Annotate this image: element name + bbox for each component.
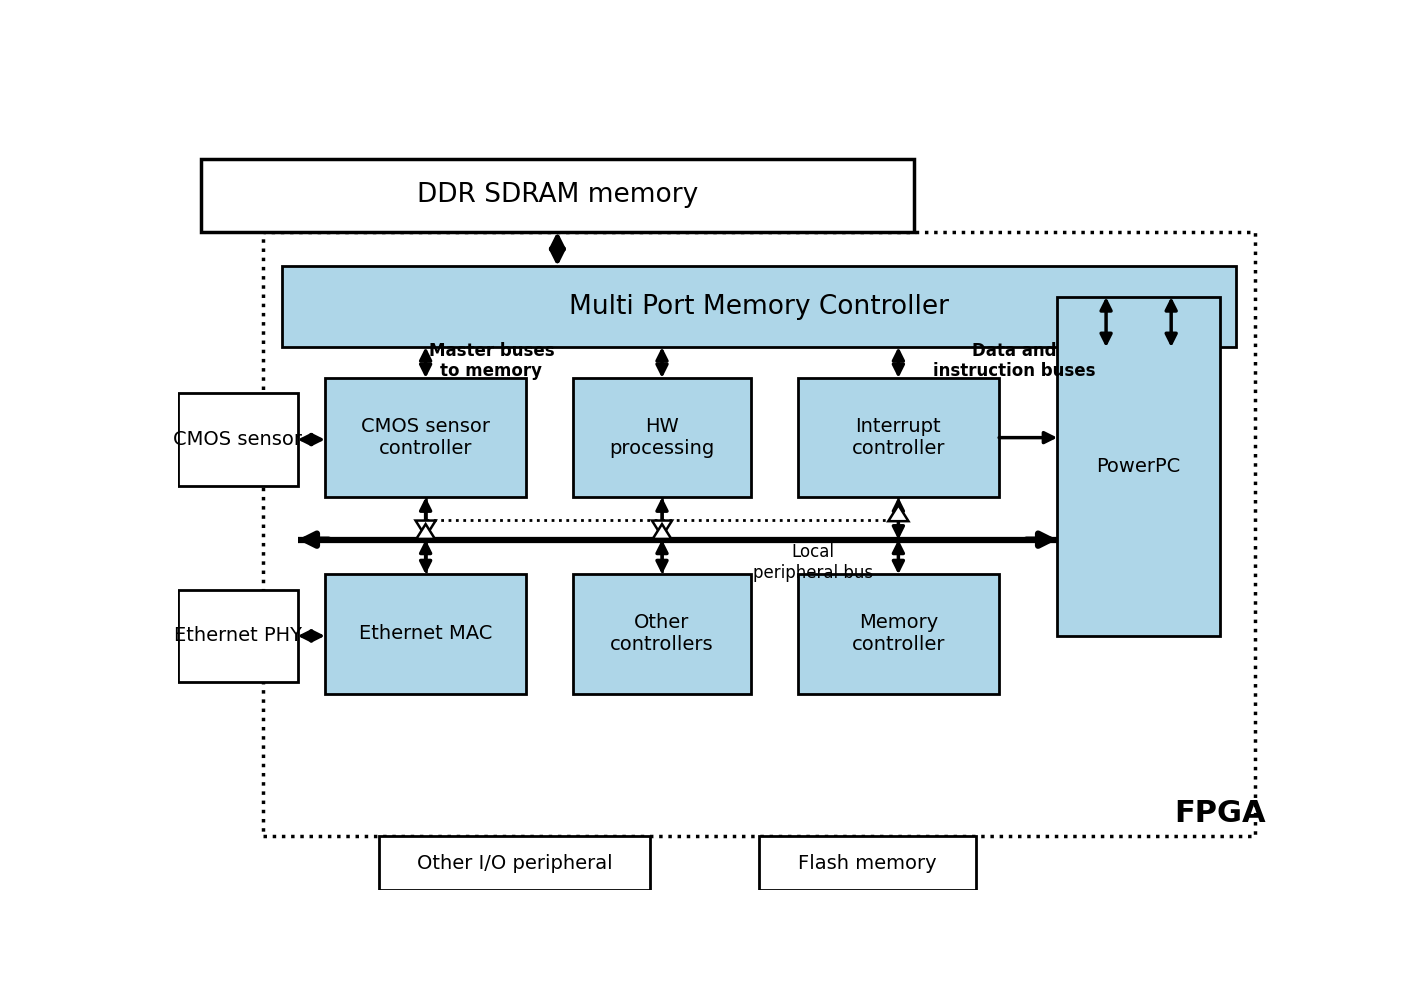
Text: Master buses
to memory: Master buses to memory (429, 342, 554, 380)
Bar (200, 158, 914, 232)
Bar (759, 836, 976, 890)
Bar (797, 574, 999, 694)
Text: DDR SDRAM memory: DDR SDRAM memory (416, 182, 698, 208)
Polygon shape (888, 505, 908, 521)
Text: Interrupt
controller: Interrupt controller (851, 417, 945, 458)
Polygon shape (652, 524, 671, 539)
Text: Data and
instruction buses: Data and instruction buses (932, 342, 1096, 380)
Bar (263, 232, 1255, 836)
Text: Other
controllers: Other controllers (610, 613, 713, 654)
Polygon shape (652, 521, 672, 537)
Bar (573, 378, 752, 497)
Bar (178, 590, 298, 682)
Bar (283, 266, 1235, 347)
Bar (379, 836, 651, 890)
Text: Memory
controller: Memory controller (851, 613, 945, 654)
Text: CMOS sensor: CMOS sensor (173, 430, 303, 449)
Bar (573, 574, 752, 694)
Text: Ethernet MAC: Ethernet MAC (360, 624, 492, 643)
Text: Flash memory: Flash memory (799, 854, 936, 873)
Text: HW
processing: HW processing (610, 417, 715, 458)
Text: Other I/O peripheral: Other I/O peripheral (416, 854, 612, 873)
Bar (1057, 297, 1221, 636)
Text: Local
peripheral bus: Local peripheral bus (753, 543, 872, 582)
Bar (797, 378, 999, 497)
Text: FPGA: FPGA (1174, 798, 1266, 828)
Text: Multi Port Memory Controller: Multi Port Memory Controller (568, 294, 949, 320)
Bar (325, 574, 526, 694)
Text: Ethernet PHY: Ethernet PHY (173, 626, 301, 645)
Text: CMOS sensor
controller: CMOS sensor controller (361, 417, 490, 458)
Text: PowerPC: PowerPC (1097, 457, 1181, 476)
Bar (325, 378, 526, 497)
Polygon shape (415, 521, 436, 537)
Polygon shape (416, 524, 435, 539)
Bar (178, 393, 298, 486)
